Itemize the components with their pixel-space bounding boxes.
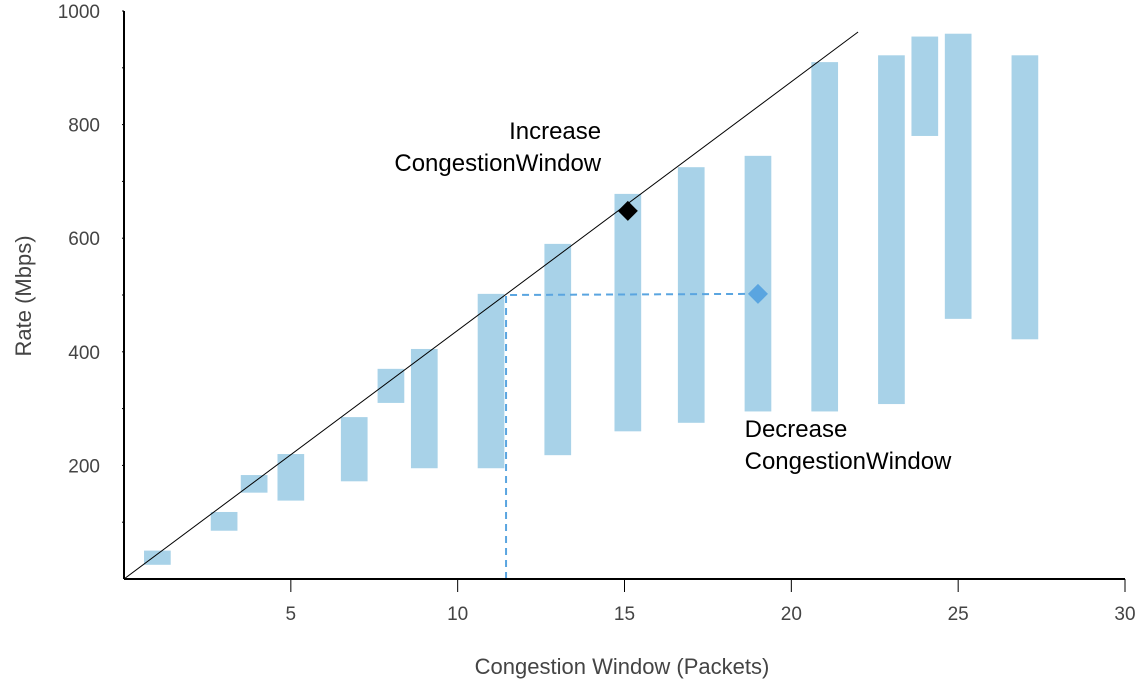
markers [617,200,768,304]
range-bar [410,348,438,469]
annotation-text: CongestionWindow [745,448,952,475]
y-axis-title: Rate (Mbps) [11,235,36,356]
x-tick-label: 10 [447,604,468,625]
range-bar [544,243,572,456]
x-tick-label: 15 [614,604,635,625]
x-tick-label: 5 [286,604,297,625]
x-axis-title: Congestion Window (Packets) [475,654,770,679]
range-bar [878,55,905,405]
annotation-text: CongestionWindow [394,150,601,177]
diamond-marker [747,283,768,304]
range-bars [144,33,1039,565]
range-bar [944,33,972,319]
ideal-rate-line [123,31,859,580]
y-tick-label: 200 [68,456,100,477]
ideal-line [123,31,859,580]
annotation-text: Increase [509,118,601,145]
range-bar [477,293,505,469]
y-tick-label: 1000 [58,2,100,23]
x-tick-label: 30 [1114,604,1135,625]
range-bar [377,368,405,403]
range-bar [614,193,642,432]
annotation-text: Decrease [745,416,848,443]
x-tick-label: 20 [781,604,802,625]
range-bar [144,550,171,565]
diamond-marker [617,200,638,221]
range-bar [240,475,268,493]
y-tick-label: 600 [68,229,100,250]
range-bar [1011,55,1039,340]
range-bar [811,62,839,412]
range-bar [210,511,238,531]
range-bar [340,417,368,482]
range-bar [744,155,772,412]
x-tick-label: 25 [948,604,969,625]
y-tick-label: 400 [68,343,100,364]
y-tick-label: 800 [68,116,100,137]
annotations: Increase CongestionWindow Decrease Congesti… [394,118,952,475]
axes: 200 400 600 800 1000 5 10 15 20 25 30 [58,2,1136,625]
range-bar [911,36,939,136]
